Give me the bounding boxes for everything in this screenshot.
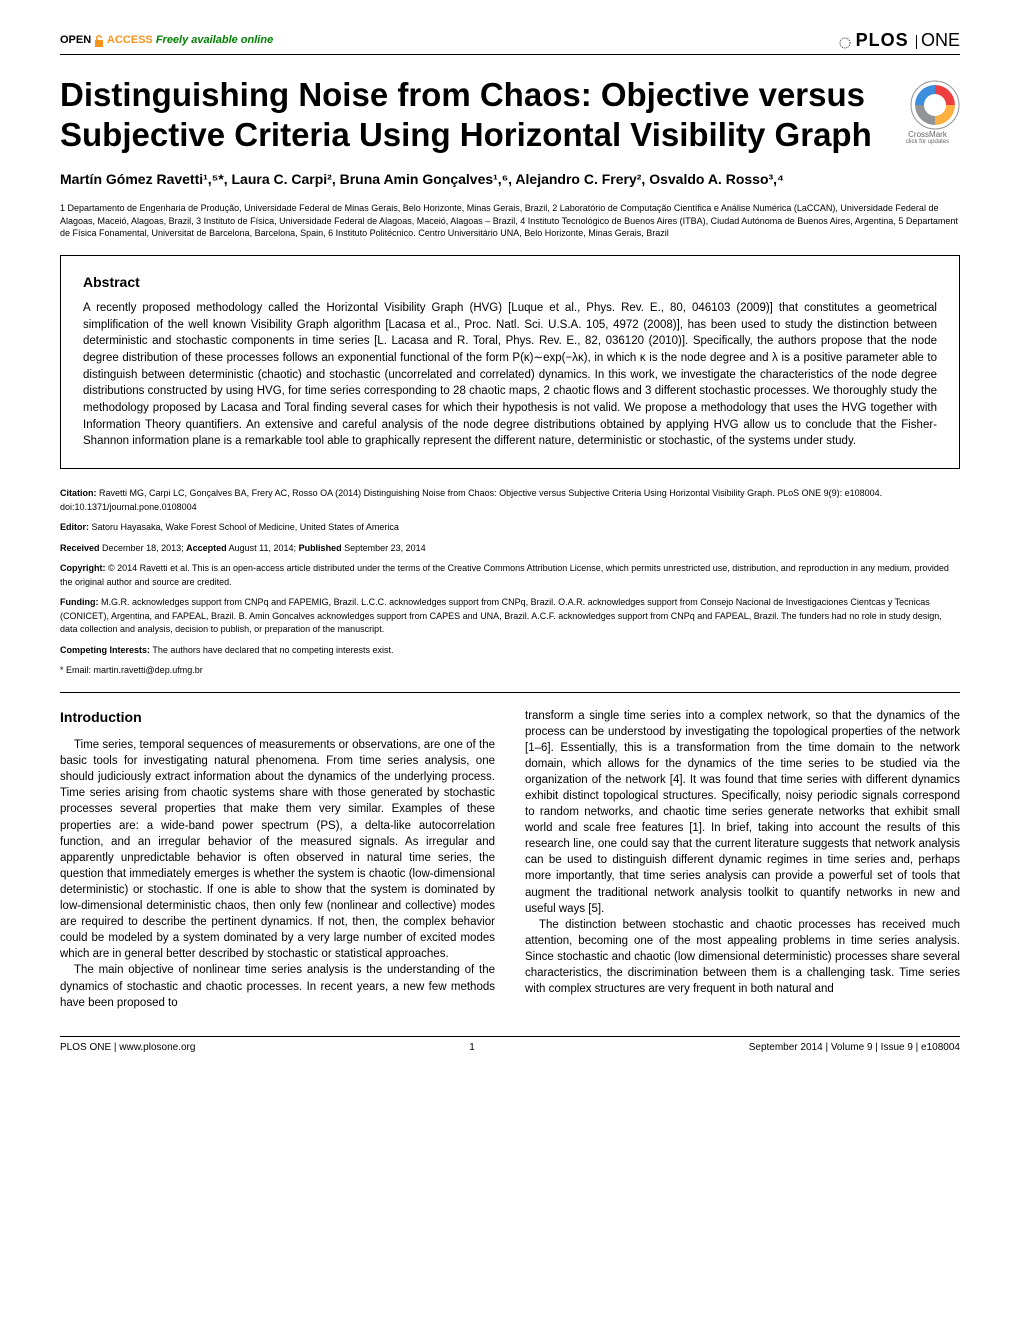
intro-heading: Introduction [60,708,495,728]
plos-text: PLOS [856,30,909,50]
published-label: Published [299,543,342,553]
footer-left: PLOS ONE | www.plosone.org [60,1042,195,1053]
abstract-text: A recently proposed methodology called t… [83,300,937,450]
open-access-badge: OPEN ACCESS Freely available online [60,34,273,46]
abstract-box: Abstract A recently proposed methodology… [60,255,960,469]
column-left: Introduction Time series, temporal seque… [60,708,495,1011]
accepted-text: August 11, 2014; [229,543,296,553]
competing-text: The authors have declared that no compet… [152,645,393,655]
access-text: ACCESS [107,34,153,46]
email-label: * Email: [60,665,91,675]
lock-icon [94,35,104,47]
title-row: Distinguishing Noise from Chaos: Objecti… [60,75,960,169]
citation-label: Citation: [60,488,97,498]
column-right: transform a single time series into a co… [525,708,960,1011]
footer-right: September 2014 | Volume 9 | Issue 9 | e1… [749,1042,960,1053]
email-text: martin.ravetti@dep.ufmg.br [94,665,203,675]
email-line: * Email: martin.ravetti@dep.ufmg.br [60,664,960,678]
abstract-heading: Abstract [83,274,937,290]
citation-text: Ravetti MG, Carpi LC, Gonçalves BA, Frer… [60,488,882,512]
footer-page-number: 1 [469,1042,475,1053]
received-label: Received [60,543,100,553]
dates-line: Received December 18, 2013; Accepted Aug… [60,542,960,556]
crossmark-label: CrossMark [895,130,960,139]
citation-line: Citation: Ravetti MG, Carpi LC, Gonçalve… [60,487,960,514]
page-footer: PLOS ONE | www.plosone.org 1 September 2… [60,1036,960,1053]
intro-para-1: Time series, temporal sequences of measu… [60,737,495,962]
page-header: OPEN ACCESS Freely available online PLOS… [60,30,960,55]
article-metadata: Citation: Ravetti MG, Carpi LC, Gonçalve… [60,487,960,678]
crossmark-sublabel: click for updates [895,139,960,145]
published-text: September 23, 2014 [344,543,426,553]
body-columns: Introduction Time series, temporal seque… [60,708,960,1011]
editor-line: Editor: Satoru Hayasaka, Wake Forest Sch… [60,521,960,535]
freely-available-text: Freely available online [156,34,273,46]
intro-para-3: transform a single time series into a co… [525,708,960,917]
editor-text: Satoru Hayasaka, Wake Forest School of M… [92,522,399,532]
competing-label: Competing Interests: [60,645,150,655]
copyright-label: Copyright: [60,563,106,573]
copyright-line: Copyright: © 2014 Ravetti et al. This is… [60,562,960,589]
funding-text: M.G.R. acknowledges support from CNPq an… [60,597,942,634]
journal-logo: PLOS ONE [838,30,960,51]
funding-line: Funding: M.G.R. acknowledges support fro… [60,596,960,637]
copyright-text: © 2014 Ravetti et al. This is an open-ac… [60,563,949,587]
crossmark-icon [910,80,960,130]
authors-list: Martín Gómez Ravetti¹,⁵*, Laura C. Carpi… [60,169,960,190]
journal-one-text: ONE [921,30,960,50]
article-title: Distinguishing Noise from Chaos: Objecti… [60,75,895,154]
plos-circle-icon [838,36,852,50]
intro-para-4: The distinction between stochastic and c… [525,917,960,997]
open-text: OPEN [60,34,91,46]
affiliations: 1 Departamento de Engenharia de Produção… [60,202,960,240]
divider [60,692,960,693]
crossmark-badge[interactable]: CrossMark click for updates [895,75,960,145]
editor-label: Editor: [60,522,89,532]
accepted-label: Accepted [186,543,227,553]
funding-label: Funding: [60,597,98,607]
competing-line: Competing Interests: The authors have de… [60,644,960,658]
separator [916,35,917,49]
intro-para-2: The main objective of nonlinear time ser… [60,962,495,1010]
received-text: December 18, 2013; [102,543,184,553]
